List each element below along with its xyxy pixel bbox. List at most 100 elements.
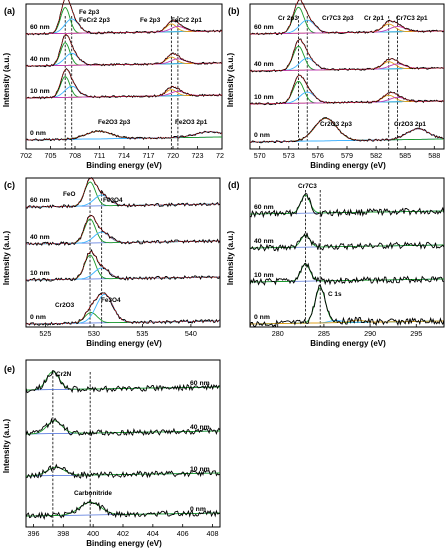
envelope-fit bbox=[26, 130, 223, 141]
envelope-fit bbox=[26, 0, 222, 35]
x-axis-label: Binding energy (eV) bbox=[86, 161, 162, 170]
x-tick-label: 723 bbox=[192, 151, 204, 160]
annotation: Fe2O3 2p3 bbox=[98, 119, 131, 126]
x-tick-label: 585 bbox=[399, 151, 411, 160]
envelope-fit bbox=[250, 0, 444, 35]
offset-label: 10 nm bbox=[254, 272, 274, 279]
x-axis-label: Binding energy (eV) bbox=[310, 339, 386, 348]
x-tick-label: 406 bbox=[177, 529, 189, 538]
offset-label: 10 nm bbox=[30, 270, 50, 277]
fit-component bbox=[26, 218, 220, 245]
raw-spectrum bbox=[25, 463, 221, 480]
annotation: FeO bbox=[63, 191, 75, 198]
raw-spectrum bbox=[249, 284, 445, 328]
annotation: Fe3O4 bbox=[103, 197, 123, 204]
panel-e: (e) Intensity (a.u.) Binding energy (eV)… bbox=[0, 356, 224, 550]
fit-component bbox=[26, 254, 220, 281]
y-axis-label: Intensity (a.u.) bbox=[226, 231, 235, 286]
offset-label: 40 nm bbox=[254, 61, 274, 68]
raw-spectrum bbox=[25, 248, 221, 283]
annotation: Cr 2p3 bbox=[278, 15, 298, 22]
x-tick-label: 408 bbox=[207, 529, 219, 538]
offset-label: 40 nm bbox=[254, 238, 274, 245]
offset-label: 0 nm bbox=[254, 132, 270, 139]
xps-chart-c: (c) Intensity (a.u.) Binding energy (eV)… bbox=[2, 176, 221, 348]
x-tick-label: 280 bbox=[272, 329, 284, 338]
annotation: Fe2O3 2p1 bbox=[175, 119, 208, 126]
envelope-fit bbox=[26, 33, 222, 67]
offset-label: 40 nm bbox=[30, 234, 50, 241]
x-tick-label: 576 bbox=[312, 151, 324, 160]
x-tick-label: 295 bbox=[410, 329, 422, 338]
annotation: Cr2O3 bbox=[55, 302, 75, 309]
fit-component bbox=[250, 19, 444, 35]
annotation: Cr2O3 2p1 bbox=[394, 121, 426, 128]
envelope-fit bbox=[26, 215, 220, 245]
x-tick-label: 711 bbox=[94, 151, 105, 160]
offset-label: 10 nm bbox=[190, 466, 210, 473]
annotation: Cr 2p1 bbox=[364, 15, 384, 22]
offset-label: 10 nm bbox=[254, 94, 274, 101]
x-tick-label: 708 bbox=[69, 151, 81, 160]
fit-component bbox=[250, 128, 445, 143]
x-tick-label: 714 bbox=[118, 151, 130, 160]
x-tick-label: 582 bbox=[370, 151, 382, 160]
x-tick-label: 717 bbox=[143, 151, 155, 160]
raw-spectrum bbox=[25, 176, 221, 209]
x-tick-label: 525 bbox=[39, 329, 51, 338]
x-axis-label: Binding energy (eV) bbox=[86, 339, 162, 348]
panel-d: (d) Intensity (a.u.) Binding energy (eV)… bbox=[224, 174, 448, 350]
envelope-fit bbox=[26, 292, 220, 325]
x-tick-label: 726 bbox=[216, 151, 224, 160]
raw-spectrum bbox=[25, 498, 221, 520]
x-tick-label: 720 bbox=[167, 151, 179, 160]
envelope-fit bbox=[26, 68, 222, 99]
y-axis-label: Intensity (a.u.) bbox=[2, 419, 11, 474]
y-axis-label: Intensity (a.u.) bbox=[2, 53, 11, 108]
x-tick-label: 396 bbox=[27, 529, 39, 538]
raw-spectrum bbox=[25, 370, 221, 394]
x-tick-label: 402 bbox=[117, 529, 129, 538]
offset-label: 40 nm bbox=[30, 56, 50, 63]
x-tick-label: 540 bbox=[185, 329, 197, 338]
xps-chart-d: (d) Intensity (a.u.) Binding energy (eV)… bbox=[226, 177, 445, 348]
raw-spectrum bbox=[249, 232, 445, 253]
envelope-fit bbox=[26, 178, 220, 208]
offset-label: 0 nm bbox=[254, 314, 270, 321]
annotation: FeCr2 2p1 bbox=[171, 17, 202, 24]
x-tick-label: 579 bbox=[341, 151, 353, 160]
annotation: Cr7C3 2p3 bbox=[322, 15, 354, 22]
raw-spectrum bbox=[25, 215, 221, 247]
offset-label: 60 nm bbox=[30, 24, 50, 31]
y-axis-label: Intensity (a.u.) bbox=[226, 53, 235, 108]
panel-c: (c) Intensity (a.u.) Binding energy (eV)… bbox=[0, 174, 224, 350]
x-tick-label: 404 bbox=[147, 529, 159, 538]
x-tick-label: 702 bbox=[20, 151, 32, 160]
annotation: Cr2O3 2p3 bbox=[320, 121, 352, 128]
panel-b: (b) Intensity (a.u.) Binding energy (eV)… bbox=[224, 0, 448, 172]
raw-spectrum bbox=[25, 417, 221, 437]
plot-frame bbox=[25, 177, 221, 328]
raw-spectrum bbox=[25, 292, 221, 326]
raw-spectrum bbox=[25, 129, 223, 142]
x-axis-label: Binding energy (eV) bbox=[310, 161, 386, 170]
annotation: Carbonitride bbox=[74, 490, 112, 497]
annotation: C 1s bbox=[328, 291, 342, 298]
x-tick-label: 570 bbox=[254, 151, 266, 160]
x-tick-label: 400 bbox=[87, 529, 99, 538]
raw-spectrum bbox=[249, 74, 445, 106]
y-axis-label: Intensity (a.u.) bbox=[2, 231, 11, 286]
panel-a: (a) Intensity (a.u.) Binding energy (eV)… bbox=[0, 0, 224, 172]
x-tick-label: 290 bbox=[364, 329, 376, 338]
x-tick-label: 588 bbox=[428, 151, 440, 160]
fit-component bbox=[250, 80, 444, 105]
panel-label: (c) bbox=[4, 180, 15, 190]
x-tick-label: 573 bbox=[283, 151, 295, 160]
offset-label: 0 nm bbox=[190, 506, 206, 513]
x-tick-label: 535 bbox=[136, 329, 148, 338]
envelope-fit bbox=[26, 251, 220, 281]
offset-label: 0 nm bbox=[30, 314, 46, 321]
x-tick-label: 398 bbox=[57, 529, 69, 538]
panel-label: (b) bbox=[228, 6, 240, 16]
offset-label: 60 nm bbox=[190, 380, 210, 387]
